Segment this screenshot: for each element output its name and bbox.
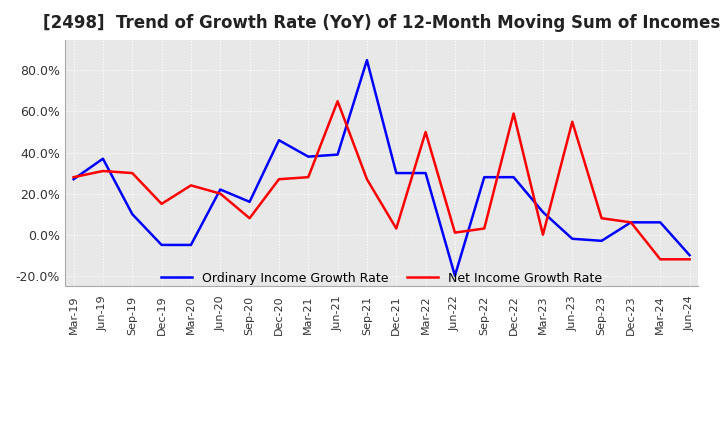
Net Income Growth Rate bbox=[304, 175, 312, 180]
Net Income Growth Rate bbox=[333, 99, 342, 104]
Net Income Growth Rate bbox=[274, 176, 283, 182]
Net Income Growth Rate bbox=[128, 170, 137, 176]
Legend: Ordinary Income Growth Rate, Net Income Growth Rate: Ordinary Income Growth Rate, Net Income … bbox=[161, 271, 603, 285]
Title: [2498]  Trend of Growth Rate (YoY) of 12-Month Moving Sum of Incomes: [2498] Trend of Growth Rate (YoY) of 12-… bbox=[43, 15, 720, 33]
Net Income Growth Rate bbox=[186, 183, 195, 188]
Ordinary Income Growth Rate bbox=[99, 156, 107, 161]
Ordinary Income Growth Rate bbox=[216, 187, 225, 192]
Net Income Growth Rate bbox=[363, 176, 372, 182]
Net Income Growth Rate bbox=[685, 257, 694, 262]
Net Income Growth Rate bbox=[509, 111, 518, 116]
Ordinary Income Growth Rate bbox=[568, 236, 577, 242]
Ordinary Income Growth Rate bbox=[480, 175, 489, 180]
Ordinary Income Growth Rate bbox=[539, 209, 547, 215]
Ordinary Income Growth Rate bbox=[274, 138, 283, 143]
Net Income Growth Rate bbox=[568, 119, 577, 125]
Ordinary Income Growth Rate bbox=[333, 152, 342, 157]
Ordinary Income Growth Rate bbox=[509, 175, 518, 180]
Net Income Growth Rate bbox=[451, 230, 459, 235]
Ordinary Income Growth Rate bbox=[392, 170, 400, 176]
Ordinary Income Growth Rate bbox=[363, 58, 372, 63]
Ordinary Income Growth Rate bbox=[626, 220, 635, 225]
Ordinary Income Growth Rate bbox=[421, 170, 430, 176]
Line: Net Income Growth Rate: Net Income Growth Rate bbox=[73, 101, 690, 259]
Net Income Growth Rate bbox=[539, 232, 547, 237]
Net Income Growth Rate bbox=[480, 226, 489, 231]
Net Income Growth Rate bbox=[598, 216, 606, 221]
Line: Ordinary Income Growth Rate: Ordinary Income Growth Rate bbox=[73, 60, 690, 276]
Ordinary Income Growth Rate bbox=[157, 242, 166, 248]
Ordinary Income Growth Rate bbox=[246, 199, 254, 205]
Ordinary Income Growth Rate bbox=[186, 242, 195, 248]
Ordinary Income Growth Rate bbox=[128, 212, 137, 217]
Net Income Growth Rate bbox=[392, 226, 400, 231]
Net Income Growth Rate bbox=[99, 169, 107, 174]
Ordinary Income Growth Rate bbox=[656, 220, 665, 225]
Net Income Growth Rate bbox=[157, 201, 166, 206]
Net Income Growth Rate bbox=[421, 129, 430, 135]
Net Income Growth Rate bbox=[69, 175, 78, 180]
Net Income Growth Rate bbox=[626, 220, 635, 225]
Net Income Growth Rate bbox=[246, 216, 254, 221]
Ordinary Income Growth Rate bbox=[685, 253, 694, 258]
Ordinary Income Growth Rate bbox=[451, 273, 459, 279]
Ordinary Income Growth Rate bbox=[69, 176, 78, 182]
Net Income Growth Rate bbox=[216, 191, 225, 196]
Ordinary Income Growth Rate bbox=[598, 238, 606, 243]
Net Income Growth Rate bbox=[656, 257, 665, 262]
Ordinary Income Growth Rate bbox=[304, 154, 312, 159]
